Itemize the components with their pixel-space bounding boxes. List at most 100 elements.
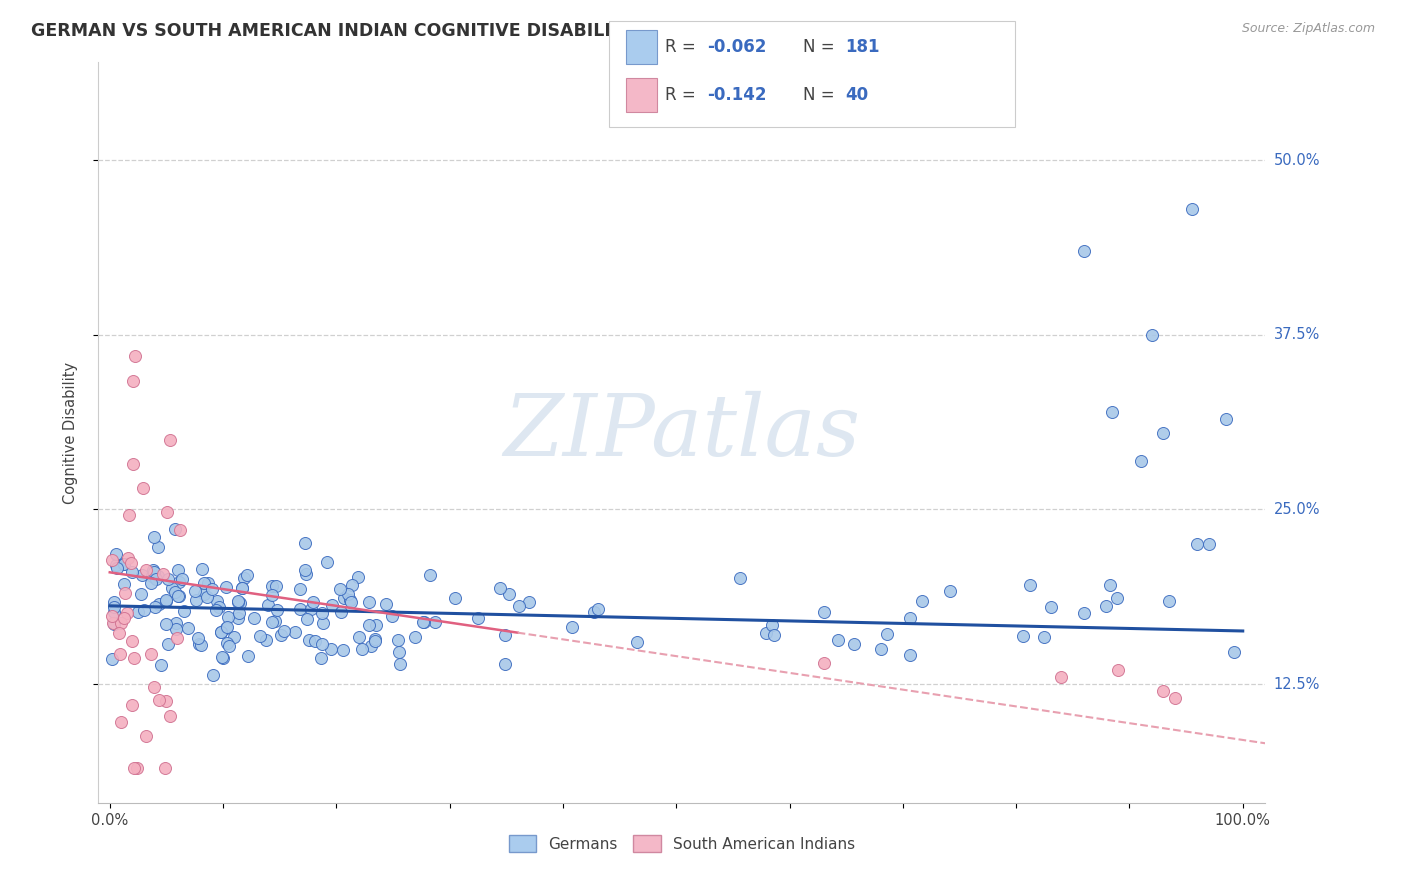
Point xyxy=(115,606,138,620)
Point xyxy=(110,616,132,631)
Point xyxy=(129,587,152,601)
Point xyxy=(127,605,149,619)
Point xyxy=(257,598,280,612)
Point xyxy=(146,569,169,583)
Point xyxy=(121,374,143,388)
Point xyxy=(142,563,165,577)
Point xyxy=(333,591,356,606)
Point xyxy=(101,652,124,666)
Point xyxy=(297,612,319,626)
Point xyxy=(120,557,142,571)
Point xyxy=(347,570,370,584)
Point xyxy=(1152,684,1174,698)
Point xyxy=(364,633,387,648)
Point xyxy=(508,599,530,613)
Point xyxy=(242,611,264,625)
Point xyxy=(205,602,228,616)
Point xyxy=(380,608,402,623)
Point xyxy=(226,595,249,609)
Point xyxy=(117,551,139,566)
Text: -0.062: -0.062 xyxy=(707,38,766,56)
Point xyxy=(167,589,190,603)
Point xyxy=(233,571,256,585)
Point xyxy=(340,595,363,609)
Point xyxy=(309,651,332,665)
Text: 12.5%: 12.5% xyxy=(1274,676,1320,691)
Point xyxy=(142,565,165,579)
Point xyxy=(125,761,148,775)
Point xyxy=(193,576,215,591)
Point xyxy=(101,615,124,630)
Point xyxy=(561,620,583,634)
Point xyxy=(201,668,224,682)
Point xyxy=(412,615,434,630)
Point xyxy=(444,591,467,605)
Point xyxy=(134,603,156,617)
Point xyxy=(104,558,127,572)
Point xyxy=(290,601,312,615)
Point xyxy=(347,630,370,644)
Point xyxy=(157,637,180,651)
Point xyxy=(298,632,321,647)
Point xyxy=(364,632,387,646)
Point xyxy=(301,595,323,609)
Point xyxy=(201,582,224,596)
Point xyxy=(494,657,516,671)
Point xyxy=(167,564,190,578)
Point xyxy=(160,581,183,595)
Point xyxy=(155,593,177,607)
Point xyxy=(167,590,190,604)
Point xyxy=(112,611,135,625)
Point xyxy=(1098,578,1121,592)
Point xyxy=(183,583,205,598)
Point xyxy=(304,634,326,648)
Text: Source: ZipAtlas.com: Source: ZipAtlas.com xyxy=(1241,22,1375,36)
Point xyxy=(1012,629,1035,643)
Point xyxy=(167,574,190,589)
Point xyxy=(284,625,307,640)
Point xyxy=(939,583,962,598)
Point xyxy=(148,693,170,707)
Point xyxy=(145,572,167,586)
Point xyxy=(112,577,135,591)
Y-axis label: Cognitive Disability: Cognitive Disability xyxy=(63,361,77,504)
Text: R =: R = xyxy=(665,38,702,56)
Point xyxy=(360,639,382,653)
Point xyxy=(121,698,143,713)
Text: 50.0%: 50.0% xyxy=(1274,153,1320,168)
Point xyxy=(166,631,188,645)
Point xyxy=(1105,591,1128,605)
Point xyxy=(205,594,228,608)
Point xyxy=(124,349,146,363)
Point xyxy=(211,651,233,665)
Point xyxy=(340,578,363,592)
Point xyxy=(121,633,143,648)
Point xyxy=(235,568,257,582)
Point xyxy=(1033,630,1056,644)
Point xyxy=(1018,577,1040,591)
Point xyxy=(498,587,520,601)
Point xyxy=(222,630,245,644)
Point xyxy=(339,592,361,607)
Point xyxy=(1073,607,1095,621)
Point xyxy=(270,628,292,642)
Point xyxy=(190,638,212,652)
Point xyxy=(813,606,835,620)
Point xyxy=(337,587,360,601)
Point xyxy=(103,600,125,615)
Point xyxy=(249,629,271,643)
Point xyxy=(193,587,215,601)
Point xyxy=(311,636,333,650)
Point xyxy=(519,595,541,609)
Point xyxy=(423,615,446,629)
Text: GERMAN VS SOUTH AMERICAN INDIAN COGNITIVE DISABILITY CORRELATION CHART: GERMAN VS SOUTH AMERICAN INDIAN COGNITIV… xyxy=(31,22,851,40)
Point xyxy=(108,625,131,640)
Point xyxy=(329,605,352,619)
Point xyxy=(177,621,200,635)
Point xyxy=(155,616,177,631)
Point xyxy=(141,569,163,583)
Point xyxy=(730,571,752,585)
Point xyxy=(173,603,195,617)
Point xyxy=(215,580,238,594)
Point xyxy=(131,568,153,582)
